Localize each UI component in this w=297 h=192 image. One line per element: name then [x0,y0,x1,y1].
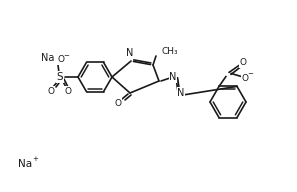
Text: N: N [126,48,134,58]
Text: O: O [115,98,121,108]
Text: +: + [32,156,38,162]
Text: O: O [48,87,55,95]
Text: S: S [57,72,63,82]
Text: O: O [64,87,72,95]
Text: O: O [241,74,249,83]
Text: CH₃: CH₃ [162,46,178,55]
Text: N: N [169,72,177,82]
Text: O: O [239,58,247,67]
Text: O: O [58,55,64,65]
Text: N: N [177,88,185,98]
Text: −: − [247,71,253,77]
Text: Na: Na [18,159,32,169]
Text: −: − [63,53,69,59]
Text: Na: Na [41,53,55,63]
